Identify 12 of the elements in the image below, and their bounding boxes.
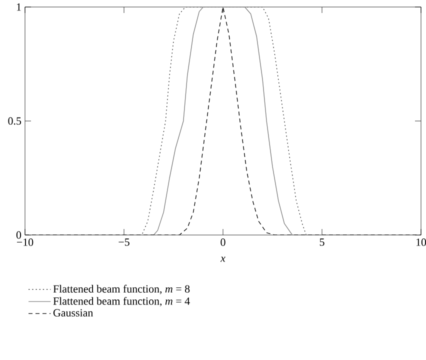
x-tick-label: 10: [416, 238, 426, 246]
legend-label: Flattened beam function, m = 8: [53, 284, 190, 294]
x-tick-label: 0: [220, 238, 226, 246]
y-tick-label: 0: [16, 231, 22, 239]
legend-label: Gaussian: [53, 309, 93, 317]
y-tick-label: 0.5: [8, 117, 22, 125]
y-tick-label: 1: [16, 3, 21, 11]
x-tick-label: 5: [320, 238, 324, 246]
legend-label: Flattened beam function, m = 4: [53, 296, 190, 306]
x-tick-label: −10: [16, 238, 34, 246]
x-tick-label: −5: [118, 238, 130, 246]
x-axis-title: x: [220, 256, 226, 262]
